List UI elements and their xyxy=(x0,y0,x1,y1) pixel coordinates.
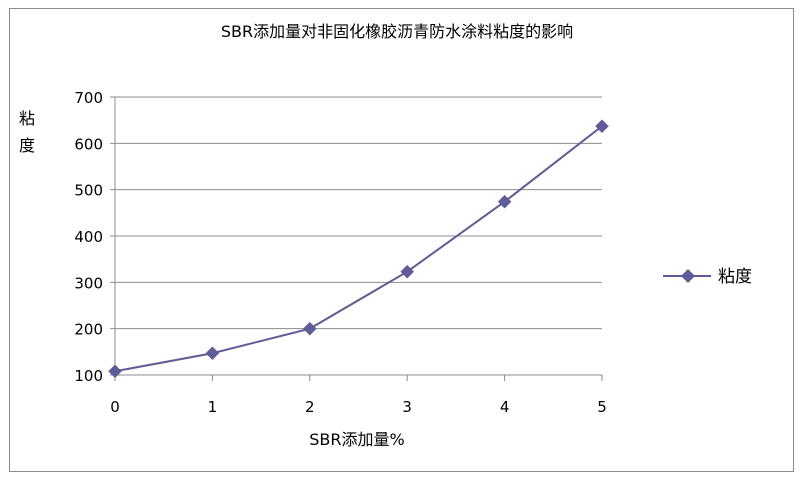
y-tick-label: 700 xyxy=(74,89,103,107)
series-line xyxy=(114,125,603,373)
x-tick-label: 1 xyxy=(208,398,218,416)
data-point-marker xyxy=(205,346,220,361)
legend: 粘度 xyxy=(663,267,752,287)
legend-label: 粘度 xyxy=(718,267,752,287)
x-tick-labels: 0 1 2 3 4 5 xyxy=(110,398,607,416)
data-point-marker xyxy=(302,321,317,336)
data-point-marker xyxy=(400,264,415,279)
y-tick-label: 600 xyxy=(74,135,103,153)
y-axis-label-line-1: 粘 xyxy=(19,109,35,128)
y-tick-label: 400 xyxy=(74,228,103,246)
chart-frame xyxy=(9,8,794,472)
series-layer xyxy=(108,119,609,379)
x-tick-label: 5 xyxy=(597,398,607,416)
axes xyxy=(110,96,603,381)
x-tick-label: 3 xyxy=(402,398,412,416)
data-point-marker xyxy=(497,194,512,209)
data-point-marker xyxy=(108,364,122,379)
x-axis-label: SBR添加量% xyxy=(309,430,404,449)
y-tick-label: 100 xyxy=(74,367,103,385)
chart-title: SBR添加量对非固化橡胶沥青防水涂料粘度的影响 xyxy=(221,22,573,41)
data-point-marker xyxy=(595,119,609,134)
legend-marker xyxy=(681,269,695,283)
y-tick-label: 300 xyxy=(74,274,103,292)
y-tick-labels: 100 200 300 400 500 600 700 xyxy=(74,89,103,385)
x-tick-label: 4 xyxy=(500,398,510,416)
y-tick-label: 200 xyxy=(74,321,103,339)
x-tick-label: 0 xyxy=(110,398,120,416)
y-tick-label: 500 xyxy=(74,182,103,200)
y-axis-label-line-2: 度 xyxy=(19,136,35,155)
x-tick-label: 2 xyxy=(305,398,315,416)
gridlines xyxy=(115,96,602,330)
